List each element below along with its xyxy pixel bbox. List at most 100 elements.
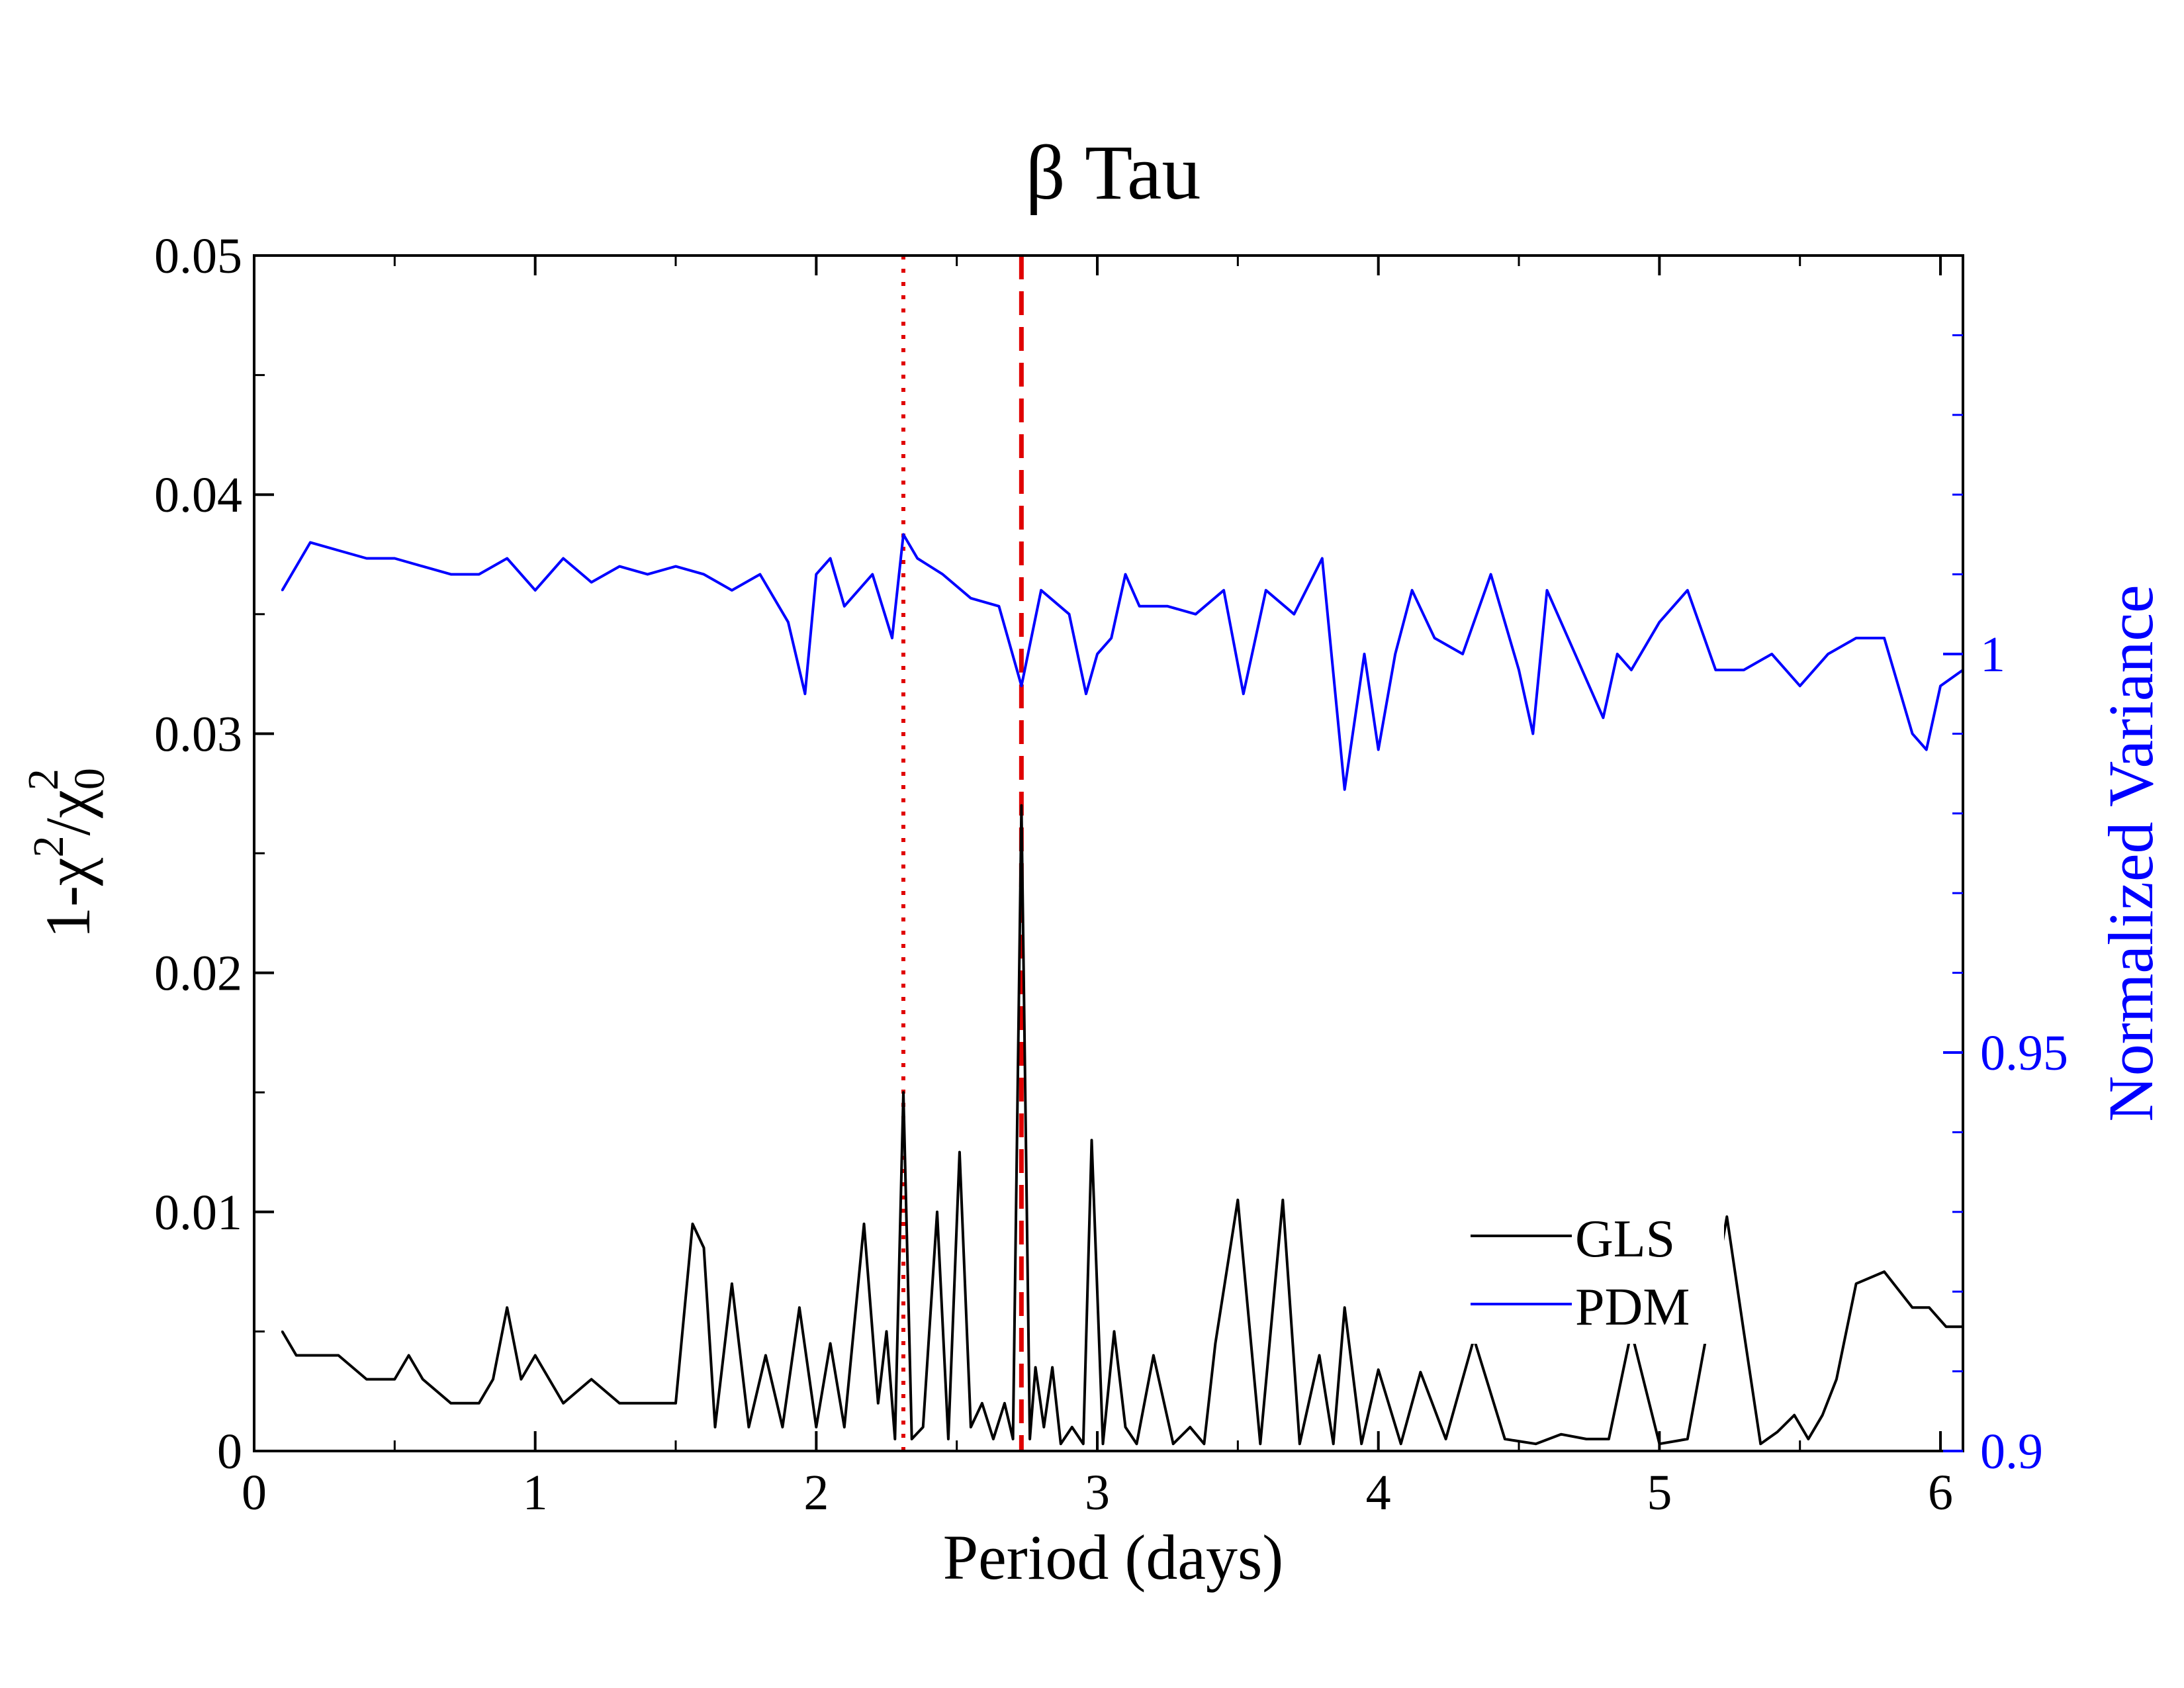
point-pdm-3 xyxy=(365,557,368,559)
y-axis-label-sup1: 2 xyxy=(24,835,73,857)
point-pdm-27 xyxy=(941,573,944,576)
point-gls-49 xyxy=(1051,1366,1054,1369)
x-tick-label-5: 5 xyxy=(1647,1465,1672,1521)
y2-axis: 0.9 0.95 1 xyxy=(1943,334,2068,1479)
point-pdm-44 xyxy=(1321,557,1324,559)
point-gls-48 xyxy=(1042,1426,1045,1429)
point-pdm-31 xyxy=(1040,589,1042,592)
point-pdm-12 xyxy=(618,565,621,568)
point-pdm-10 xyxy=(562,557,565,559)
point-pdm-41 xyxy=(1242,692,1245,695)
x-tick-label-2: 2 xyxy=(803,1465,829,1521)
point-gls-41 xyxy=(981,1402,983,1405)
point-pdm-39 xyxy=(1195,613,1197,616)
point-pdm-26 xyxy=(916,557,919,559)
y2-tick-label-0: 0.9 xyxy=(1980,1424,2043,1479)
point-gls-44 xyxy=(1012,1438,1015,1440)
x-axis-label: Period (days) xyxy=(943,1522,1284,1593)
point-gls-43 xyxy=(1003,1402,1006,1405)
point-pdm-17 xyxy=(758,573,761,576)
point-pdm-67 xyxy=(1855,637,1858,639)
y-tick-label-4: 0.04 xyxy=(154,467,242,523)
point-gls-27 xyxy=(815,1426,817,1429)
point-pdm-8 xyxy=(506,557,508,559)
point-gls-37 xyxy=(936,1211,938,1213)
point-gls-23 xyxy=(747,1426,750,1429)
point-pdm-32 xyxy=(1068,613,1070,616)
y-tick-label-0: 0 xyxy=(217,1424,242,1479)
point-gls-89 xyxy=(1793,1414,1796,1417)
y2-tick-label-1: 0.95 xyxy=(1980,1025,2068,1081)
point-pdm-57 xyxy=(1602,716,1604,719)
point-pdm-38 xyxy=(1166,605,1169,608)
point-gls-50 xyxy=(1060,1442,1062,1445)
y-axis-label-base: 1-χ xyxy=(32,857,103,939)
point-pdm-51 xyxy=(1461,653,1464,655)
x-tick-label-1: 1 xyxy=(523,1465,548,1521)
point-gls-40 xyxy=(970,1426,972,1429)
point-gls-5 xyxy=(393,1378,396,1381)
point-gls-55 xyxy=(1113,1330,1115,1333)
point-gls-20 xyxy=(703,1246,705,1249)
point-gls-57 xyxy=(1136,1442,1138,1445)
point-pdm-40 xyxy=(1222,589,1225,592)
chart-title: β Tau xyxy=(1026,129,1201,216)
y2-axis-label: Normalized Variance xyxy=(2095,585,2166,1121)
point-pdm-59 xyxy=(1630,669,1633,671)
point-gls-74 xyxy=(1445,1438,1447,1440)
point-gls-58 xyxy=(1152,1354,1155,1356)
point-pdm-53 xyxy=(1518,669,1520,671)
point-gls-11 xyxy=(506,1306,508,1309)
point-gls-97 xyxy=(1945,1325,1947,1328)
point-pdm-11 xyxy=(590,581,593,584)
point-gls-70 xyxy=(1360,1442,1363,1445)
point-pdm-34 xyxy=(1096,653,1099,655)
point-gls-67 xyxy=(1318,1354,1320,1356)
point-pdm-71 xyxy=(1939,684,1942,687)
point-gls-65 xyxy=(1281,1199,1284,1201)
point-gls-6 xyxy=(408,1354,410,1356)
point-gls-78 xyxy=(1560,1433,1563,1436)
point-gls-76 xyxy=(1504,1438,1506,1440)
y2-tick-label-2: 1 xyxy=(1980,627,2005,682)
point-pdm-70 xyxy=(1925,749,1928,751)
point-pdm-30 xyxy=(1020,684,1023,687)
point-gls-68 xyxy=(1332,1442,1335,1445)
point-gls-93 xyxy=(1855,1282,1858,1285)
series-line-gls xyxy=(281,804,1963,1446)
point-gls-19 xyxy=(692,1223,694,1225)
point-pdm-46 xyxy=(1363,653,1365,655)
point-gls-13 xyxy=(534,1354,537,1356)
point-pdm-7 xyxy=(478,573,480,576)
marker-lines xyxy=(901,256,1024,1451)
point-gls-45 xyxy=(1020,804,1023,807)
point-gls-87 xyxy=(1759,1442,1762,1445)
point-gls-66 xyxy=(1298,1442,1301,1445)
point-gls-46 xyxy=(1028,1438,1031,1440)
point-pdm-61 xyxy=(1686,589,1689,592)
point-gls-42 xyxy=(992,1438,995,1440)
point-pdm-42 xyxy=(1265,589,1267,592)
point-gls-22 xyxy=(731,1282,733,1285)
point-gls-24 xyxy=(764,1354,767,1356)
point-gls-94 xyxy=(1883,1270,1886,1273)
point-pdm-55 xyxy=(1546,589,1548,592)
point-gls-29 xyxy=(843,1426,846,1429)
point-pdm-33 xyxy=(1085,692,1087,695)
point-pdm-18 xyxy=(787,621,790,624)
point-pdm-0 xyxy=(281,589,283,592)
point-pdm-48 xyxy=(1394,653,1396,655)
x-tick-label-6: 6 xyxy=(1928,1465,1953,1521)
point-pdm-4 xyxy=(393,557,396,559)
point-pdm-25 xyxy=(902,533,905,536)
point-pdm-20 xyxy=(815,573,817,576)
y-tick-label-5: 0.05 xyxy=(154,228,242,284)
point-pdm-43 xyxy=(1293,613,1295,616)
point-pdm-56 xyxy=(1574,653,1576,655)
point-pdm-13 xyxy=(647,573,649,576)
point-gls-28 xyxy=(829,1342,832,1344)
point-gls-64 xyxy=(1259,1442,1261,1445)
point-gls-1 xyxy=(295,1354,298,1356)
point-gls-33 xyxy=(893,1438,896,1440)
point-gls-85 xyxy=(1725,1215,1728,1218)
